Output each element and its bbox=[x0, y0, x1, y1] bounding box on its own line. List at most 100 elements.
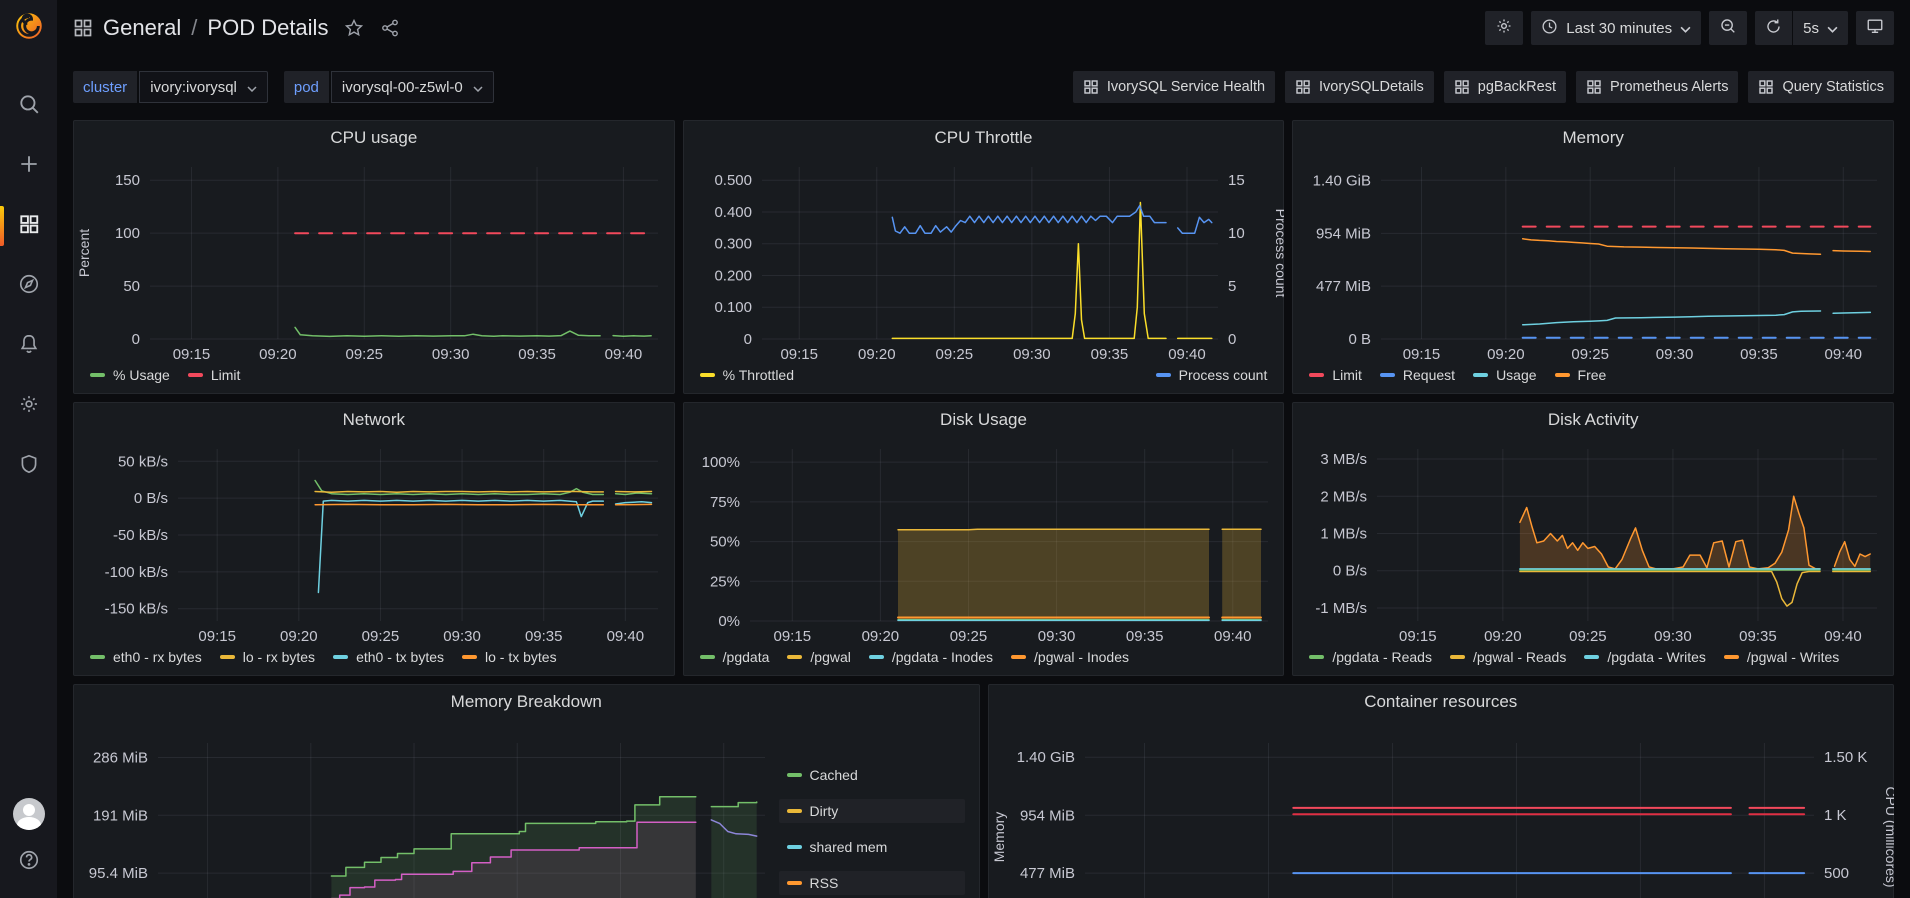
legend-swatch bbox=[700, 373, 715, 377]
disk-activity-legend: /pgdata - Reads/pgwal - Reads/pgdata - W… bbox=[1293, 647, 1893, 675]
refresh-interval-select[interactable]: 5s bbox=[1793, 11, 1848, 45]
svg-text:09:20: 09:20 bbox=[259, 346, 297, 363]
legend-label: Usage bbox=[1496, 367, 1536, 383]
legend-item--pgdata-reads[interactable]: /pgdata - Reads bbox=[1309, 649, 1432, 665]
panel-title[interactable]: Memory Breakdown bbox=[74, 685, 979, 719]
legend-item--usage[interactable]: % Usage bbox=[90, 367, 170, 383]
legend-item--pgwal-reads[interactable]: /pgwal - Reads bbox=[1450, 649, 1566, 665]
cpu-throttle-plot[interactable]: 09:1509:2009:2509:3009:3509:4000.1000.20… bbox=[684, 155, 1284, 365]
panel-title[interactable]: CPU Throttle bbox=[684, 121, 1284, 155]
legend-item--pgdata-writes[interactable]: /pgdata - Writes bbox=[1584, 649, 1706, 665]
breadcrumb-folder[interactable]: General bbox=[103, 15, 181, 41]
memory-breakdown-legend: Cached Dirty shared mem RSS bbox=[775, 719, 979, 898]
legend-item-dirty[interactable]: Dirty bbox=[779, 799, 965, 823]
variable-pod-value[interactable]: ivorysql-00-z5wl-0 bbox=[331, 71, 494, 103]
legend-item--pgwal[interactable]: /pgwal bbox=[787, 649, 850, 665]
legend-item--pgwal-writes[interactable]: /pgwal - Writes bbox=[1724, 649, 1839, 665]
legend-swatch bbox=[90, 373, 105, 377]
panel-title[interactable]: Network bbox=[74, 403, 674, 437]
panel-disk-activity: Disk Activity 09:1509:2009:2509:3009:350… bbox=[1292, 402, 1894, 676]
svg-text:0.500: 0.500 bbox=[714, 172, 752, 189]
svg-text:09:25: 09:25 bbox=[935, 346, 973, 363]
page-title[interactable]: POD Details bbox=[207, 15, 328, 41]
disk-activity-plot[interactable]: 09:1509:2009:2509:3009:3509:40-1 MB/s0 B… bbox=[1293, 437, 1893, 647]
legend-item--throttled[interactable]: % Throttled bbox=[700, 367, 794, 383]
svg-text:50: 50 bbox=[123, 278, 140, 295]
link-ivorysql-service-health[interactable]: IvorySQL Service Health bbox=[1073, 71, 1275, 103]
link-query-statistics[interactable]: Query Statistics bbox=[1748, 71, 1894, 103]
svg-text:09:15: 09:15 bbox=[173, 346, 211, 363]
legend-label: eth0 - rx bytes bbox=[113, 649, 202, 665]
sidebar-item-dashboards[interactable] bbox=[0, 200, 57, 252]
legend-item--pgdata-inodes[interactable]: /pgdata - Inodes bbox=[869, 649, 993, 665]
star-icon[interactable] bbox=[344, 18, 364, 38]
panel-title[interactable]: CPU usage bbox=[74, 121, 674, 155]
container-resources-plot[interactable]: 09:1509:2009:2509:3009:3509:40477 MiB954… bbox=[989, 719, 1894, 898]
link-ivorysqldetails[interactable]: IvorySQLDetails bbox=[1285, 71, 1434, 103]
disk-usage-plot[interactable]: 09:1509:2009:2509:3009:3509:400%25%50%75… bbox=[684, 437, 1284, 647]
legend-swatch bbox=[188, 373, 203, 377]
legend-item-process-count[interactable]: Process count bbox=[1156, 367, 1268, 383]
legend-item-lo-tx-bytes[interactable]: lo - tx bytes bbox=[462, 649, 557, 665]
svg-text:1.50 K: 1.50 K bbox=[1824, 749, 1867, 766]
cycle-view-mode-button[interactable] bbox=[1856, 11, 1894, 45]
sidebar-item-explore[interactable] bbox=[0, 260, 57, 312]
link-label: IvorySQL Service Health bbox=[1107, 79, 1265, 95]
panel-network: Network 09:1509:2009:2509:3009:3509:40-1… bbox=[73, 402, 675, 676]
user-avatar[interactable] bbox=[13, 798, 45, 830]
legend-item-usage[interactable]: Usage bbox=[1473, 367, 1536, 383]
legend-item-shared-mem[interactable]: shared mem bbox=[779, 835, 965, 859]
variable-cluster-value[interactable]: ivory:ivorysql bbox=[139, 71, 268, 103]
sidebar-item-help[interactable] bbox=[0, 844, 57, 880]
panel-title[interactable]: Memory bbox=[1293, 121, 1893, 155]
memory-breakdown-plot[interactable]: 09:1509:2009:2509:3009:3509:4095.4 MiB19… bbox=[74, 719, 775, 898]
sidebar-item-alerting[interactable] bbox=[0, 320, 57, 372]
svg-text:Percent: Percent bbox=[76, 229, 92, 277]
grafana-logo-icon[interactable] bbox=[0, 0, 57, 52]
cpu-usage-plot[interactable]: 09:1509:2009:2509:3009:3509:40050100150P… bbox=[74, 155, 674, 365]
legend-swatch bbox=[1450, 655, 1465, 659]
sidebar-item-server-admin[interactable] bbox=[0, 440, 57, 492]
legend-label: RSS bbox=[810, 875, 839, 891]
panel-title[interactable]: Disk Usage bbox=[684, 403, 1284, 437]
legend-item-limit[interactable]: Limit bbox=[1309, 367, 1362, 383]
submenu: cluster ivory:ivorysql pod ivorysql-00-z… bbox=[57, 56, 1910, 118]
svg-text:09:30: 09:30 bbox=[1656, 346, 1694, 363]
sidebar-item-create[interactable] bbox=[0, 140, 57, 192]
legend-item-eth0-rx-bytes[interactable]: eth0 - rx bytes bbox=[90, 649, 202, 665]
svg-text:0 B/s: 0 B/s bbox=[134, 490, 168, 507]
svg-text:09:25: 09:25 bbox=[345, 346, 383, 363]
legend-item-rss[interactable]: RSS bbox=[779, 871, 965, 895]
time-range-picker[interactable]: Last 30 minutes bbox=[1531, 11, 1701, 45]
svg-text:5: 5 bbox=[1228, 278, 1236, 295]
panel-title[interactable]: Container resources bbox=[989, 685, 1894, 719]
dashboard-settings-button[interactable] bbox=[1485, 11, 1523, 45]
sidebar-item-configuration[interactable] bbox=[0, 380, 57, 432]
svg-text:2 MB/s: 2 MB/s bbox=[1321, 488, 1368, 505]
svg-text:09:40: 09:40 bbox=[1214, 628, 1252, 645]
legend-item-lo-rx-bytes[interactable]: lo - rx bytes bbox=[220, 649, 315, 665]
link-pgbackrest[interactable]: pgBackRest bbox=[1444, 71, 1566, 103]
sidebar bbox=[0, 0, 57, 898]
svg-text:-1 MB/s: -1 MB/s bbox=[1316, 600, 1368, 617]
legend-item-eth0-tx-bytes[interactable]: eth0 - tx bytes bbox=[333, 649, 444, 665]
svg-text:477 MiB: 477 MiB bbox=[1019, 865, 1074, 882]
legend-item-free[interactable]: Free bbox=[1555, 367, 1607, 383]
share-icon[interactable] bbox=[380, 18, 400, 38]
panel-cpu-throttle: CPU Throttle 09:1509:2009:2509:3009:3509… bbox=[683, 120, 1285, 394]
panel-title[interactable]: Disk Activity bbox=[1293, 403, 1893, 437]
legend-label: Cached bbox=[810, 767, 858, 783]
legend-item-limit[interactable]: Limit bbox=[188, 367, 241, 383]
svg-text:Process count: Process count bbox=[1273, 209, 1284, 298]
legend-item-request[interactable]: Request bbox=[1380, 367, 1455, 383]
link-prometheus-alerts[interactable]: Prometheus Alerts bbox=[1576, 71, 1738, 103]
legend-item-cached[interactable]: Cached bbox=[779, 763, 965, 787]
network-plot[interactable]: 09:1509:2009:2509:3009:3509:40-150 kB/s-… bbox=[74, 437, 674, 647]
svg-text:09:30: 09:30 bbox=[1037, 628, 1075, 645]
zoom-out-time-button[interactable] bbox=[1709, 11, 1747, 45]
sidebar-item-search[interactable] bbox=[0, 80, 57, 132]
legend-item--pgdata[interactable]: /pgdata bbox=[700, 649, 770, 665]
legend-item--pgwal-inodes[interactable]: /pgwal - Inodes bbox=[1011, 649, 1129, 665]
memory-plot[interactable]: 09:1509:2009:2509:3009:3509:400 B477 MiB… bbox=[1293, 155, 1893, 365]
refresh-button[interactable] bbox=[1755, 11, 1792, 45]
